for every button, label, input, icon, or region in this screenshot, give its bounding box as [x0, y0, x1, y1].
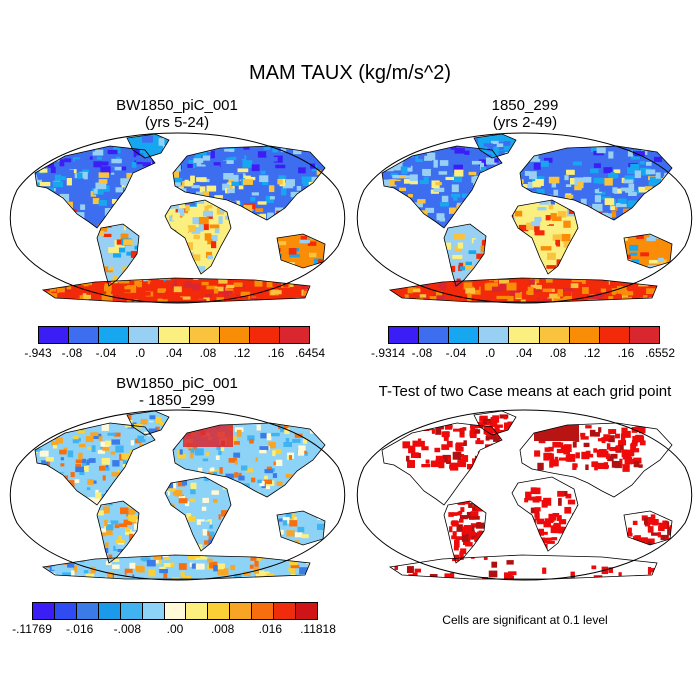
colorbar-swatch	[389, 327, 420, 343]
colorbar-tick-label: .04	[515, 346, 533, 360]
colorbar-tick-label: .6454	[294, 346, 326, 360]
colorbar-tick-label: .0	[134, 346, 146, 360]
map-panel-1	[9, 132, 346, 304]
colorbar-swatch	[296, 603, 317, 619]
panel3-title-line1: BW1850_piC_001	[116, 375, 238, 392]
colorbar-swatch	[274, 603, 297, 619]
colorbar-labels-panel-3: -.11769 -.016 -.008 .00 .008 .016 .11818	[12, 622, 336, 638]
panel2-title-line1: 1850_299	[491, 97, 559, 114]
map-panel-3	[9, 409, 346, 581]
colorbar-tick-label: .00	[166, 622, 184, 636]
colorbar-tick-label: .08	[199, 346, 217, 360]
colorbar-tick-label: -.04	[95, 346, 117, 360]
colorbar-swatch	[142, 603, 165, 619]
colorbar-tick-label: .016	[258, 622, 283, 636]
colorbar-swatch	[509, 327, 540, 343]
panel2-title-line2: (yrs 2-49)	[492, 114, 558, 131]
panel3-title: BW1850_piC_001 - 1850_299	[62, 375, 292, 409]
colorbar-swatch	[129, 327, 160, 343]
colorbar-swatch	[629, 327, 659, 343]
colorbar-swatch	[98, 603, 121, 619]
colorbar-swatch	[99, 327, 130, 343]
colorbar-labels-panel-1: -.943 -.08 -.04 .0 .04 .08 .12 .16 .6454	[24, 346, 325, 362]
panel4-title: T-Test of two Case means at each grid po…	[378, 383, 672, 400]
colorbar-swatch	[120, 603, 143, 619]
colorbar-swatch	[449, 327, 480, 343]
colorbar-swatch	[39, 327, 70, 343]
colorbar-tick-label: .04	[165, 346, 183, 360]
colorbar-labels-panel-2: -.9314 -.08 -.04 .0 .04 .08 .12 .16 .6552	[371, 346, 675, 362]
colorbar-tick-label: .08	[549, 346, 567, 360]
colorbar-swatch	[419, 327, 450, 343]
panel2-title: 1850_299 (yrs 2-49)	[410, 97, 640, 131]
colorbar-panel-1	[38, 326, 310, 344]
colorbar-swatch	[164, 603, 187, 619]
colorbar-tick-label: .16	[267, 346, 285, 360]
colorbar-tick-label: .0	[484, 346, 496, 360]
colorbar-swatch	[599, 327, 630, 343]
colorbar-swatch	[186, 603, 209, 619]
colorbar-swatch	[208, 603, 231, 619]
colorbar-tick-label: -.016	[65, 622, 94, 636]
map-panel-4	[356, 409, 693, 581]
significance-note: Cells are significant at 0.1 level	[442, 613, 608, 627]
colorbar-swatch	[189, 327, 220, 343]
colorbar-tick-label: .6552	[644, 346, 676, 360]
colorbar-tick-label: .12	[233, 346, 251, 360]
colorbar-tick-label: .008	[210, 622, 235, 636]
colorbar-swatch	[252, 603, 275, 619]
colorbar-tick-label: -.943	[24, 346, 52, 360]
colorbar-tick-label: -.11769	[12, 622, 52, 636]
panel1-title-line1: BW1850_piC_001	[116, 97, 238, 114]
colorbar-swatch	[279, 327, 309, 343]
panel1-title-line2: (yrs 5-24)	[144, 114, 210, 131]
colorbar-swatch	[539, 327, 570, 343]
colorbar-swatch	[479, 327, 510, 343]
colorbar-panel-3	[32, 602, 318, 620]
colorbar-tick-label: -.9314	[370, 346, 406, 360]
colorbar-swatch	[54, 603, 77, 619]
figure-title: MAM TAUX (kg/m/s^2)	[249, 62, 451, 84]
colorbar-tick-label: -.08	[411, 346, 433, 360]
colorbar-panel-2	[388, 326, 660, 344]
map-panel-2	[356, 132, 693, 304]
colorbar-swatch	[249, 327, 280, 343]
colorbar-tick-label: .16	[617, 346, 635, 360]
panel1-title: BW1850_piC_001 (yrs 5-24)	[62, 97, 292, 131]
colorbar-swatch	[219, 327, 250, 343]
colorbar-swatch	[69, 327, 100, 343]
colorbar-swatch	[159, 327, 190, 343]
colorbar-tick-label: .12	[583, 346, 601, 360]
colorbar-tick-label: .11818	[300, 622, 336, 636]
colorbar-swatch	[33, 603, 55, 619]
panel3-title-line2: - 1850_299	[139, 392, 215, 409]
colorbar-swatch	[76, 603, 99, 619]
colorbar-swatch	[569, 327, 600, 343]
colorbar-tick-label: -.008	[113, 622, 142, 636]
colorbar-tick-label: -.04	[445, 346, 467, 360]
colorbar-swatch	[230, 603, 253, 619]
colorbar-tick-label: -.08	[61, 346, 83, 360]
